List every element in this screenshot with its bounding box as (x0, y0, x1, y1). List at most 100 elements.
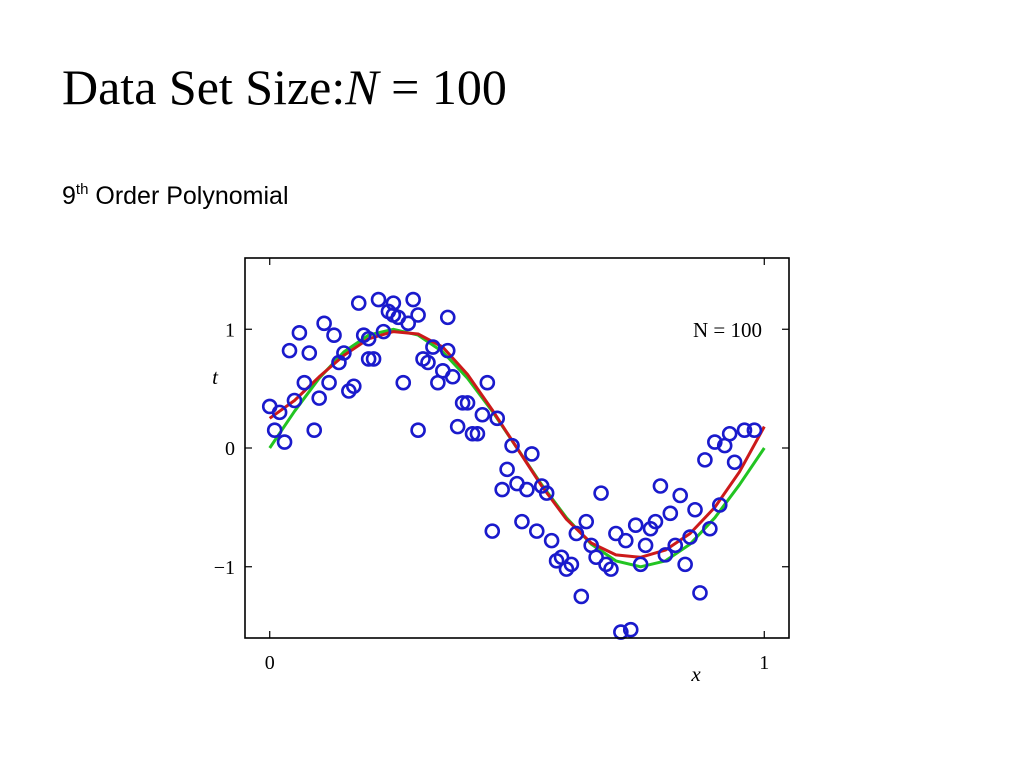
data-point (365, 351, 382, 367)
data-point (563, 556, 580, 573)
data-point (499, 461, 515, 478)
data-point (345, 378, 362, 395)
data-point (746, 422, 763, 438)
slide-title: Data Set Size:N = 100 (62, 62, 507, 112)
subtitle-sup: th (75, 181, 89, 198)
data-point (439, 309, 456, 326)
data-point (697, 452, 713, 468)
data-point (321, 374, 337, 391)
data-point (420, 354, 436, 371)
data-point (568, 525, 585, 542)
data-point (271, 404, 288, 421)
data-point (514, 513, 530, 530)
data-point (336, 345, 352, 361)
data-point (350, 295, 367, 311)
subtitle-number: 9 (62, 182, 76, 210)
data-point (672, 487, 689, 504)
data-point (687, 501, 703, 518)
data-point (326, 327, 342, 343)
data-point (702, 520, 718, 537)
data-point (385, 295, 402, 311)
slide-subtitle: 9th Order Polynomial (62, 182, 289, 209)
data-point (573, 588, 590, 605)
data-point (444, 368, 461, 385)
data-point (410, 422, 426, 438)
data-point (632, 556, 649, 573)
data-point (360, 351, 377, 367)
data-point (504, 437, 520, 454)
data-point (637, 537, 654, 554)
data-point (464, 425, 481, 442)
y-tick-label: 0 (225, 438, 235, 460)
data-point (405, 291, 421, 308)
points-layer (261, 291, 763, 640)
data-point (736, 422, 753, 438)
data-point (489, 410, 506, 427)
data-point (395, 374, 412, 391)
data-point (657, 547, 674, 563)
data-point (707, 434, 723, 450)
data-point (469, 425, 486, 442)
data-point (360, 330, 377, 347)
subtitle-rest: Order Polynomial (88, 182, 289, 210)
data-point (316, 315, 332, 332)
y-tick-label: 1 (225, 319, 235, 341)
data-point (538, 485, 555, 501)
data-point (276, 434, 293, 450)
data-point (410, 307, 426, 323)
data-point (677, 556, 693, 573)
data-point (519, 481, 535, 498)
labels-layer: 1 0 −1 0 1 x t N = 100 (212, 318, 769, 686)
data-point (524, 446, 540, 462)
data-point (375, 323, 392, 340)
data-point (647, 513, 664, 530)
data-point (692, 585, 708, 601)
x-axis-label: x (690, 662, 701, 686)
y-axis-label: t (212, 365, 219, 389)
data-point (484, 523, 501, 539)
data-point (311, 390, 327, 406)
data-point (286, 392, 303, 409)
data-point (603, 561, 619, 577)
slide-title-math-rest: = 100 (378, 59, 507, 115)
data-point (306, 422, 323, 438)
data-point (301, 345, 318, 361)
data-point (449, 418, 466, 435)
data-point (711, 497, 728, 513)
data-point (726, 454, 743, 471)
data-point (593, 485, 609, 501)
data-point (296, 374, 313, 391)
data-point (454, 395, 471, 411)
data-point (662, 505, 679, 522)
slide-title-text: Data Set Size: (62, 59, 346, 115)
slide-title-math-var: N (345, 59, 379, 115)
x-tick-label: 1 (759, 652, 769, 674)
data-point (474, 406, 491, 423)
data-point (479, 374, 496, 391)
data-point (652, 478, 669, 494)
data-point (543, 532, 560, 549)
data-point (370, 291, 387, 308)
data-point (588, 549, 604, 566)
data-point (439, 342, 456, 359)
frame-layer (244, 257, 790, 639)
data-point (667, 537, 684, 554)
data-point (266, 422, 283, 438)
x-tick-label: 0 (265, 652, 275, 674)
data-point (291, 325, 308, 341)
data-point (281, 342, 298, 359)
data-point (627, 517, 644, 533)
data-point (721, 425, 738, 442)
data-point (425, 339, 441, 355)
data-point (400, 315, 417, 332)
data-point (528, 523, 545, 539)
data-point (682, 529, 698, 545)
data-point (578, 513, 595, 530)
n-annotation: N = 100 (693, 318, 762, 342)
data-point (459, 395, 476, 411)
data-point (617, 532, 634, 549)
data-point (622, 621, 639, 638)
data-point (608, 525, 624, 542)
y-tick-label: −1 (214, 557, 235, 579)
